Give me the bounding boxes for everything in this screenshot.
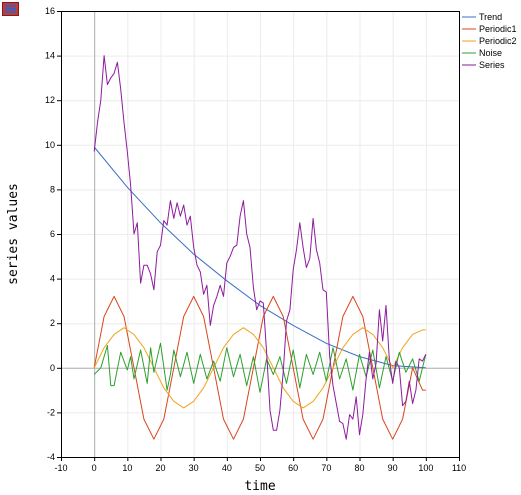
- x-tick-label: 10: [122, 463, 132, 473]
- x-axis-title: time: [244, 479, 275, 494]
- x-tick-label: 40: [222, 463, 232, 473]
- x-tick-label: 30: [189, 463, 199, 473]
- legend-label: Trend: [479, 12, 502, 22]
- legend: Trend Periodic1 Periodic2 Noise Series: [462, 12, 517, 70]
- y-tick-label: 0: [50, 363, 55, 373]
- x-tick-label: 90: [388, 463, 398, 473]
- y-tick-label: -2: [47, 407, 55, 417]
- x-tick-label: 70: [321, 463, 331, 473]
- chart-menu-button[interactable]: [2, 2, 19, 16]
- y-tick-label: 2: [50, 318, 55, 328]
- x-tick-label: 20: [155, 463, 165, 473]
- x-tick-label: -10: [54, 463, 67, 473]
- x-tick-label: 60: [288, 463, 298, 473]
- x-tick-label: 80: [354, 463, 364, 473]
- series-line-periodic1: [93, 295, 426, 440]
- menu-icon: [2, 2, 19, 16]
- series-group: [93, 55, 427, 440]
- x-tick-label: 0: [92, 463, 97, 473]
- y-tick-label: 8: [50, 184, 55, 194]
- y-tick-label: 4: [50, 274, 55, 284]
- y-tick-label: -4: [47, 452, 55, 462]
- legend-label: Noise: [479, 48, 502, 58]
- series-line-series: [93, 55, 427, 440]
- y-axis-title: series values: [6, 183, 21, 285]
- y-tick-label: 10: [45, 140, 55, 150]
- y-tick-label: 14: [45, 51, 55, 61]
- legend-label: Periodic2: [479, 36, 517, 46]
- series-line-periodic2: [93, 327, 426, 409]
- y-tick-label: 12: [45, 95, 55, 105]
- x-tick-label: 110: [452, 463, 466, 473]
- y-tick-label: 6: [50, 229, 55, 239]
- legend-label: Periodic1: [479, 24, 517, 34]
- x-tick-label: 50: [255, 463, 265, 473]
- y-tick-label: 16: [45, 6, 55, 16]
- legend-label: Series: [479, 60, 505, 70]
- x-tick-label: 100: [418, 463, 433, 473]
